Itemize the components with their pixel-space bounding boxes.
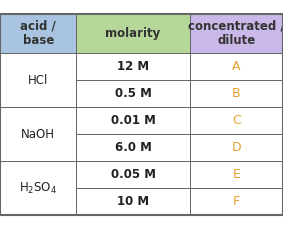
Bar <box>190 107 283 134</box>
Bar <box>0 161 76 215</box>
Bar <box>0 53 76 107</box>
Text: F: F <box>233 195 240 208</box>
Bar <box>0 14 283 215</box>
Text: C: C <box>232 114 241 127</box>
Bar <box>76 134 190 161</box>
Bar <box>76 161 190 188</box>
Text: E: E <box>232 168 240 181</box>
Bar <box>76 188 190 215</box>
Bar <box>0 14 76 53</box>
Text: 0.05 M: 0.05 M <box>110 168 156 181</box>
Bar <box>190 80 283 107</box>
Bar <box>190 134 283 161</box>
Bar <box>190 53 283 80</box>
Bar <box>190 14 283 53</box>
Bar <box>190 161 283 188</box>
Text: acid /
base: acid / base <box>20 19 56 47</box>
Text: 10 M: 10 M <box>117 195 149 208</box>
Bar <box>76 80 190 107</box>
Text: B: B <box>232 87 241 100</box>
Bar <box>76 107 190 134</box>
Text: D: D <box>231 141 241 154</box>
Bar <box>76 14 190 53</box>
Bar <box>0 107 76 161</box>
Bar <box>76 53 190 80</box>
Text: NaOH: NaOH <box>21 128 55 141</box>
Text: 12 M: 12 M <box>117 60 149 73</box>
Bar <box>190 188 283 215</box>
Text: A: A <box>232 60 241 73</box>
Text: 0.01 M: 0.01 M <box>111 114 155 127</box>
Text: 6.0 M: 6.0 M <box>115 141 151 154</box>
Text: concentrated /
dilute: concentrated / dilute <box>188 19 283 47</box>
Text: 0.5 M: 0.5 M <box>115 87 151 100</box>
Text: HCl: HCl <box>28 74 48 87</box>
Text: molarity: molarity <box>105 27 161 40</box>
Text: $\mathregular{H_2SO_4}$: $\mathregular{H_2SO_4}$ <box>19 181 57 196</box>
